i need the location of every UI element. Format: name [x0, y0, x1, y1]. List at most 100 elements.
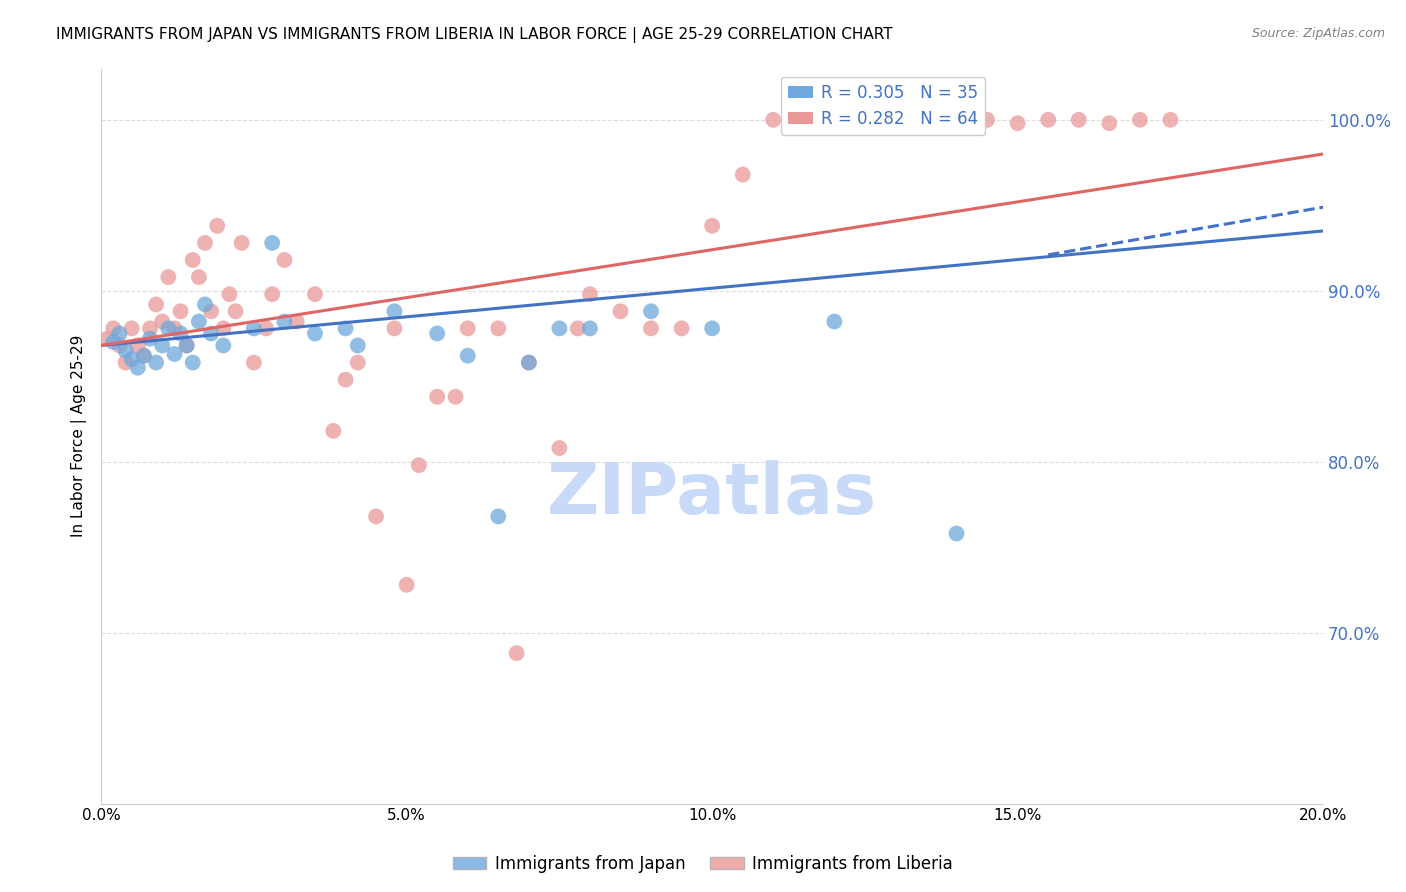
Point	[304, 287, 326, 301]
Point	[346, 338, 368, 352]
Point	[486, 509, 509, 524]
Point	[254, 321, 277, 335]
Point	[176, 338, 198, 352]
Point	[579, 321, 602, 335]
Point	[1129, 112, 1152, 127]
Point	[243, 321, 266, 335]
Point	[335, 373, 357, 387]
Point	[145, 355, 167, 369]
Point	[384, 304, 406, 318]
Point	[157, 270, 180, 285]
Point	[457, 349, 479, 363]
Point	[273, 252, 295, 267]
Point	[212, 321, 235, 335]
Point	[121, 321, 143, 335]
Point	[395, 578, 418, 592]
Point	[121, 352, 143, 367]
Point	[823, 314, 845, 328]
Point	[915, 112, 938, 127]
Point	[304, 326, 326, 341]
Point	[108, 338, 131, 352]
Point	[322, 424, 344, 438]
Point	[181, 355, 204, 369]
Point	[1098, 116, 1121, 130]
Point	[139, 321, 162, 335]
Point	[1067, 112, 1090, 127]
Point	[884, 116, 907, 130]
Point	[163, 347, 186, 361]
Point	[364, 509, 387, 524]
Point	[139, 332, 162, 346]
Legend: Immigrants from Japan, Immigrants from Liberia: Immigrants from Japan, Immigrants from L…	[447, 848, 959, 880]
Point	[231, 235, 253, 250]
Point	[346, 355, 368, 369]
Point	[609, 304, 631, 318]
Point	[579, 287, 602, 301]
Y-axis label: In Labor Force | Age 25-29: In Labor Force | Age 25-29	[72, 334, 87, 537]
Text: IMMIGRANTS FROM JAPAN VS IMMIGRANTS FROM LIBERIA IN LABOR FORCE | AGE 25-29 CORR: IMMIGRANTS FROM JAPAN VS IMMIGRANTS FROM…	[56, 27, 893, 43]
Point	[444, 390, 467, 404]
Point	[127, 338, 149, 352]
Point	[335, 321, 357, 335]
Point	[567, 321, 589, 335]
Point	[1038, 112, 1060, 127]
Point	[517, 355, 540, 369]
Point	[114, 355, 136, 369]
Point	[200, 304, 222, 318]
Point	[945, 112, 967, 127]
Point	[731, 168, 754, 182]
Text: Source: ZipAtlas.com: Source: ZipAtlas.com	[1251, 27, 1385, 40]
Point	[181, 252, 204, 267]
Point	[700, 219, 723, 233]
Point	[169, 326, 191, 341]
Point	[1159, 112, 1181, 127]
Point	[457, 321, 479, 335]
Point	[945, 526, 967, 541]
Point	[103, 321, 125, 335]
Point	[194, 297, 217, 311]
Point	[640, 321, 662, 335]
Point	[762, 112, 785, 127]
Legend: R = 0.305   N = 35, R = 0.282   N = 64: R = 0.305 N = 35, R = 0.282 N = 64	[782, 77, 984, 135]
Point	[548, 441, 571, 455]
Point	[96, 332, 118, 346]
Point	[517, 355, 540, 369]
Point	[384, 321, 406, 335]
Point	[212, 338, 235, 352]
Point	[163, 321, 186, 335]
Point	[793, 112, 815, 127]
Point	[108, 326, 131, 341]
Point	[114, 343, 136, 358]
Point	[505, 646, 527, 660]
Point	[671, 321, 693, 335]
Point	[262, 287, 284, 301]
Point	[103, 334, 125, 349]
Point	[486, 321, 509, 335]
Point	[273, 314, 295, 328]
Point	[187, 314, 209, 328]
Point	[548, 321, 571, 335]
Point	[157, 321, 180, 335]
Point	[194, 235, 217, 250]
Point	[145, 297, 167, 311]
Point	[132, 349, 155, 363]
Point	[225, 304, 247, 318]
Point	[132, 349, 155, 363]
Point	[127, 360, 149, 375]
Point	[205, 219, 228, 233]
Point	[187, 270, 209, 285]
Point	[150, 338, 173, 352]
Point	[218, 287, 240, 301]
Point	[262, 235, 284, 250]
Point	[426, 326, 449, 341]
Point	[700, 321, 723, 335]
Point	[285, 314, 308, 328]
Point	[243, 355, 266, 369]
Point	[408, 458, 430, 472]
Point	[976, 112, 998, 127]
Point	[176, 338, 198, 352]
Point	[640, 304, 662, 318]
Point	[200, 326, 222, 341]
Point	[426, 390, 449, 404]
Point	[150, 314, 173, 328]
